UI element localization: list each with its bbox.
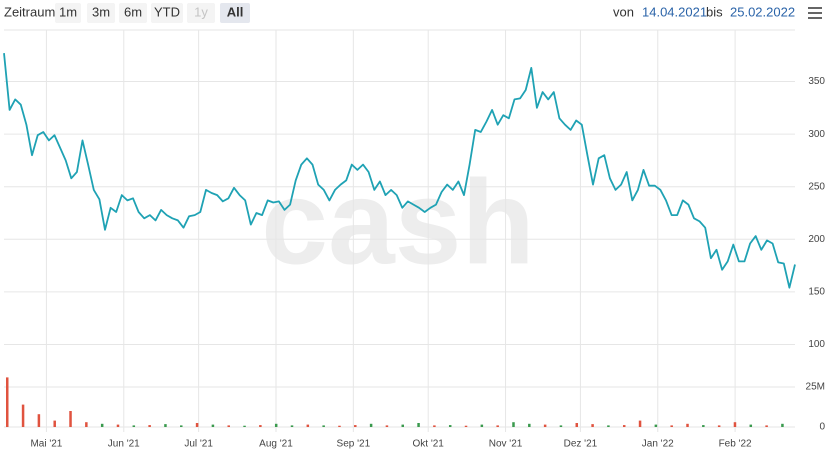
volume-bar: [322, 425, 325, 427]
x-tick-label: Sep '21: [337, 439, 371, 450]
y-tick-label: 100: [808, 339, 825, 350]
y-tick-label: 150: [808, 287, 825, 298]
period-button-label: 3m: [92, 4, 110, 19]
volume-bar: [528, 423, 531, 427]
y-tick-label: 350: [808, 76, 825, 87]
volume-bar: [607, 425, 610, 427]
volume-bar: [686, 423, 689, 427]
x-tick-label: Nov '21: [489, 439, 523, 450]
period-button[interactable]: [55, 3, 81, 23]
to-label: bis: [706, 4, 723, 19]
volume-bar: [464, 425, 468, 427]
period-button-label: All: [227, 4, 244, 19]
volume-bar: [6, 377, 9, 427]
volume-bar: [37, 414, 41, 427]
volume-bar: [227, 425, 230, 427]
volume-bar: [638, 420, 642, 427]
y-tick-label: 300: [808, 129, 825, 140]
x-tick-label: Jul '21: [184, 439, 213, 450]
x-tick-label: Aug '21: [259, 439, 293, 450]
period-button-label: 1y: [194, 4, 208, 19]
from-date: 14.04.2021: [642, 4, 707, 19]
period-button[interactable]: [119, 3, 147, 23]
volume-bar: [180, 425, 183, 427]
volume-bar: [132, 425, 136, 427]
volume-tick-label: 0: [819, 422, 825, 433]
volume-bar: [195, 423, 199, 427]
volume-bar: [338, 425, 341, 427]
volume-bar: [53, 420, 56, 427]
volume-bar: [100, 423, 104, 427]
period-button[interactable]: [220, 3, 250, 23]
volume-bar: [512, 422, 515, 427]
period-button: [187, 3, 215, 23]
volume-bar: [702, 425, 705, 427]
volume-bar: [480, 424, 484, 427]
volume-bar: [21, 404, 25, 427]
volume-bar: [385, 425, 389, 427]
volume-bar: [259, 425, 262, 427]
volume-bar: [243, 425, 246, 427]
period-label: Zeitraum: [4, 4, 55, 19]
volume-bar: [369, 423, 373, 427]
y-tick-label: 200: [808, 234, 825, 245]
volume-bar: [306, 424, 310, 427]
volume-bar: [575, 423, 579, 427]
volume-tick-label: 25M: [806, 382, 825, 393]
volume-bar: [290, 425, 294, 427]
x-tick-label: Jun '21: [108, 439, 140, 450]
volume-bar: [733, 422, 737, 427]
x-tick-label: Mai '21: [30, 439, 62, 450]
from-label: von: [613, 4, 634, 19]
volume-bar: [85, 422, 88, 427]
period-button[interactable]: [151, 3, 183, 23]
volume-bar: [148, 425, 151, 427]
volume-bar: [433, 425, 436, 427]
volume-bar: [591, 424, 594, 427]
x-tick-label: Feb '22: [719, 439, 752, 450]
x-tick-label: Okt '21: [413, 439, 445, 450]
volume-bar: [354, 425, 357, 427]
period-button-label: 1m: [59, 4, 77, 19]
x-tick-label: Dez '21: [564, 439, 598, 450]
menu-bar: [808, 17, 822, 19]
y-tick-label: 250: [808, 181, 825, 192]
volume-bar: [448, 425, 452, 427]
menu-bar: [808, 12, 822, 14]
volume-bar: [670, 425, 673, 427]
volume-bar: [749, 424, 753, 427]
price-line: [3, 53, 796, 289]
volume-bar: [164, 424, 167, 427]
period-button-label: YTD: [154, 4, 180, 19]
volume-bar: [401, 424, 404, 427]
volume-bar: [417, 423, 420, 427]
menu-bar: [808, 7, 822, 9]
watermark: cash: [261, 156, 535, 290]
volume-bar: [622, 425, 626, 427]
volume-bar: [781, 423, 784, 427]
volume-bar: [274, 423, 278, 427]
volume-bar: [496, 425, 499, 427]
period-button-label: 6m: [124, 4, 142, 19]
volume-bar: [116, 424, 120, 427]
to-date: 25.02.2022: [730, 4, 795, 19]
volume-bar: [69, 411, 72, 427]
volume-bar: [717, 425, 721, 427]
volume-bar: [654, 424, 658, 427]
volume-bar: [543, 424, 547, 427]
menu-icon[interactable]: [808, 7, 822, 19]
volume-bar: [765, 425, 768, 427]
volume-bar: [211, 424, 215, 427]
volume-bar: [559, 425, 563, 427]
x-tick-label: Jan '22: [642, 439, 674, 450]
period-button[interactable]: [87, 3, 115, 23]
